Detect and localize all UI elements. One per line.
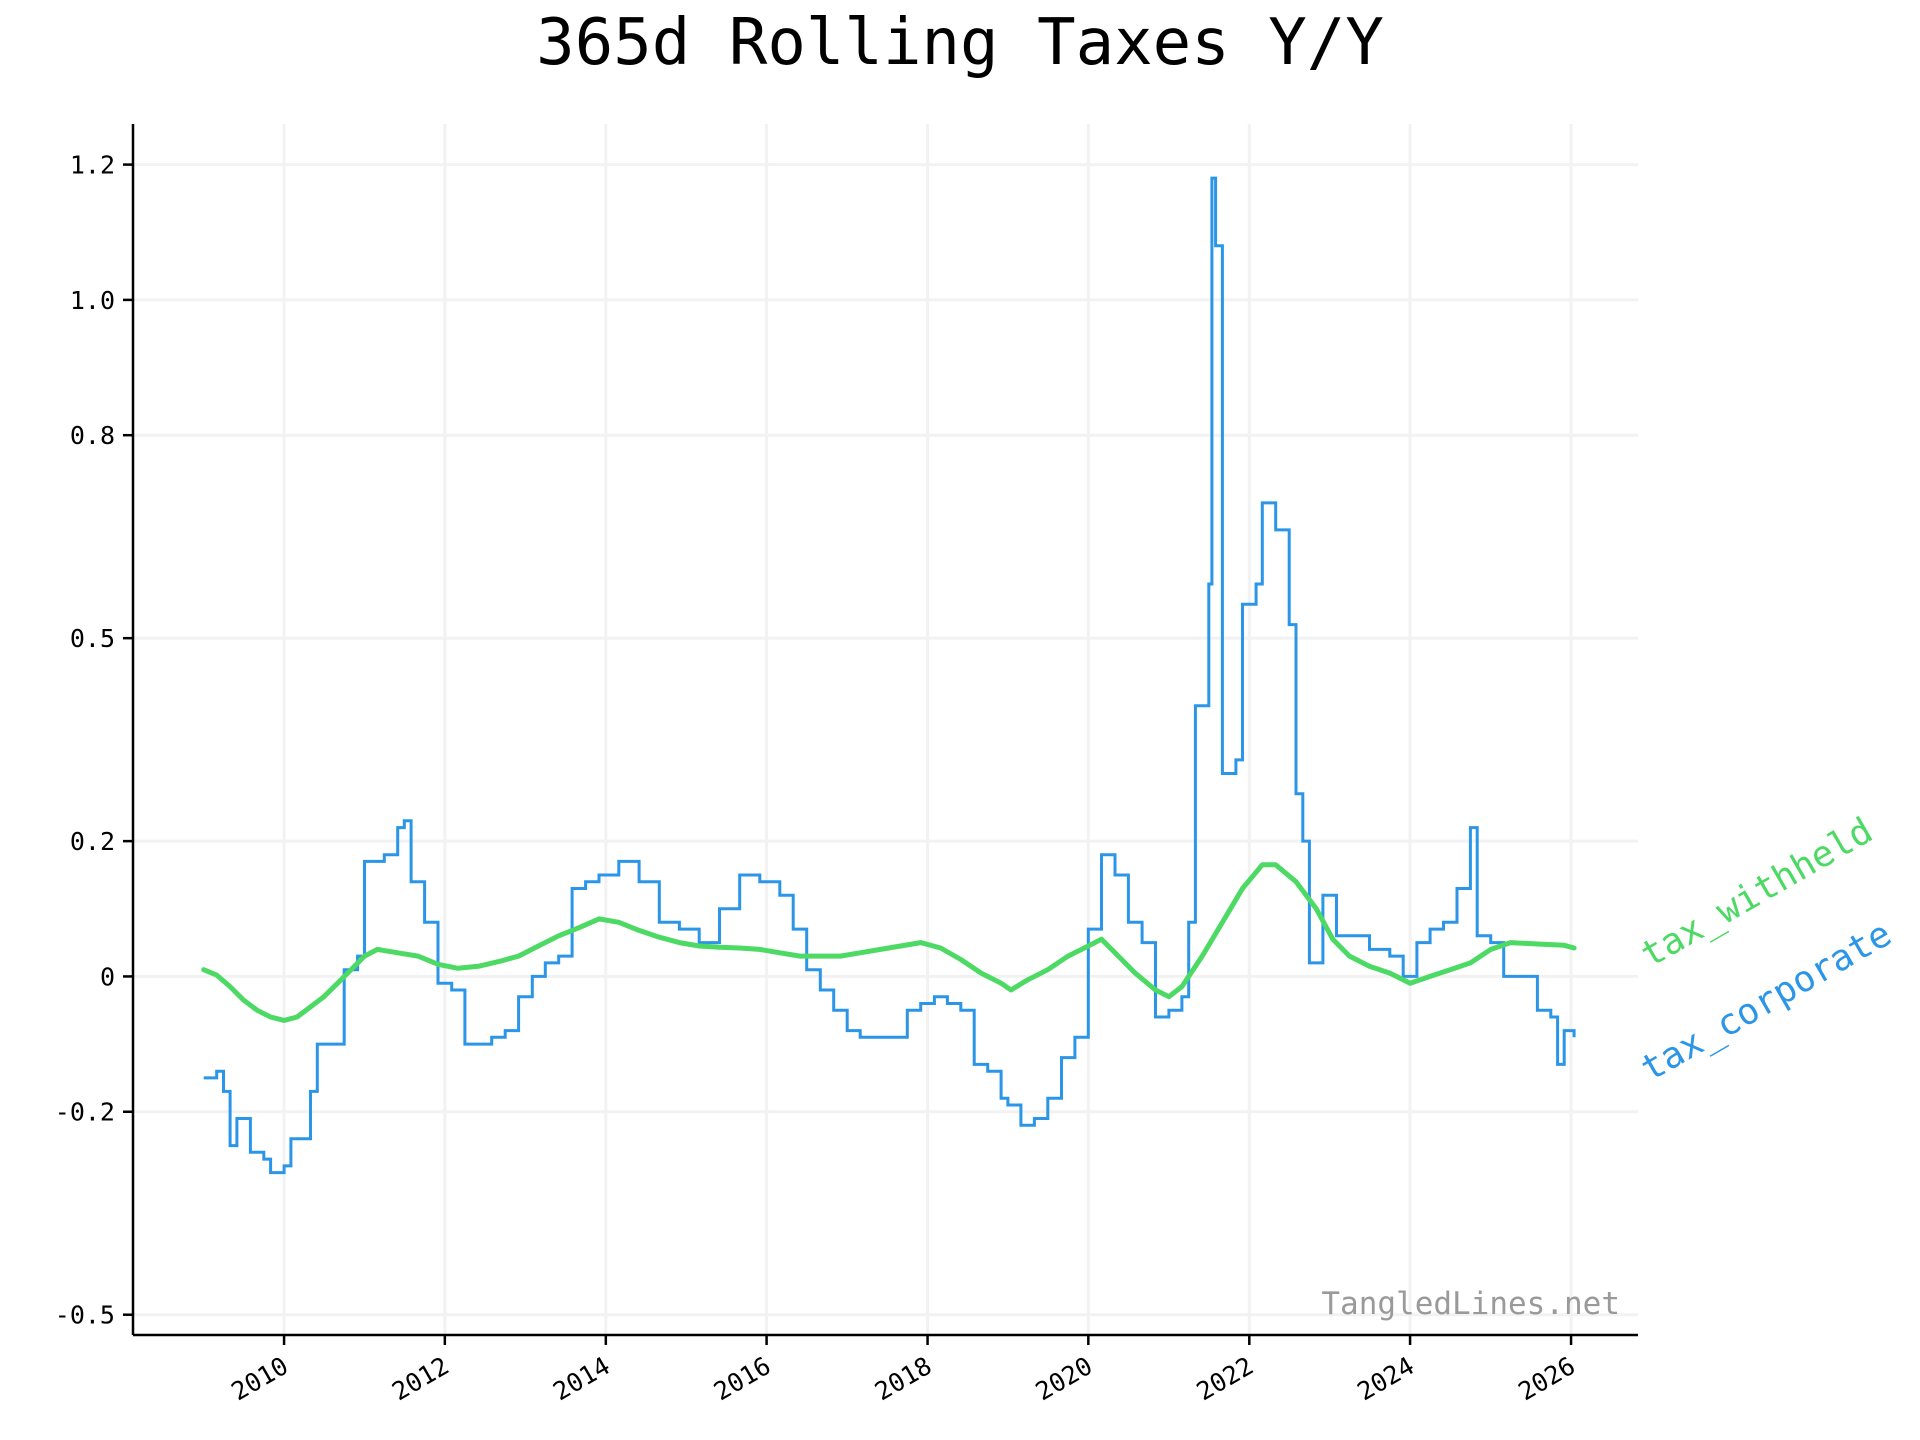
y-tick-label: -0.5 bbox=[55, 1301, 115, 1330]
axes bbox=[131, 124, 1638, 1337]
x-tick-label: 2022 bbox=[1192, 1351, 1259, 1406]
x-tick-label: 2016 bbox=[709, 1351, 776, 1406]
chart-title: 365d Rolling Taxes Y/Y bbox=[536, 6, 1384, 80]
y-tick-label: 0 bbox=[100, 962, 115, 991]
x-tick-label: 2026 bbox=[1513, 1351, 1580, 1406]
series-lines bbox=[201, 176, 1577, 1175]
x-tick-label: 2020 bbox=[1031, 1351, 1098, 1406]
y-axis-ticks: -0.5 -0.2 0 0.2 0.5 0.8 1.0 1.2 bbox=[55, 151, 133, 1330]
y-tick-label: 0.5 bbox=[70, 624, 115, 653]
x-axis-ticks: 2010 2012 2014 2016 2018 2020 2022 2024 2026 bbox=[226, 1335, 1580, 1406]
x-tick-label: 2018 bbox=[870, 1351, 937, 1406]
watermark: TangledLines.net bbox=[1321, 1286, 1620, 1322]
gridlines bbox=[133, 124, 1638, 1335]
x-tick-label: 2010 bbox=[226, 1351, 293, 1406]
y-tick-label: 0.8 bbox=[70, 421, 115, 450]
y-tick-label: -0.2 bbox=[55, 1098, 115, 1127]
series-line-tax-withheld bbox=[201, 862, 1577, 1023]
series-line-tax-corporate bbox=[203, 176, 1576, 1175]
y-tick-label: 0.2 bbox=[70, 827, 115, 856]
x-tick-label: 2014 bbox=[548, 1351, 615, 1406]
x-tick-label: 2024 bbox=[1352, 1351, 1419, 1406]
x-tick-label: 2012 bbox=[387, 1351, 454, 1406]
y-tick-label: 1.2 bbox=[70, 151, 115, 180]
y-tick-label: 1.0 bbox=[70, 286, 115, 315]
